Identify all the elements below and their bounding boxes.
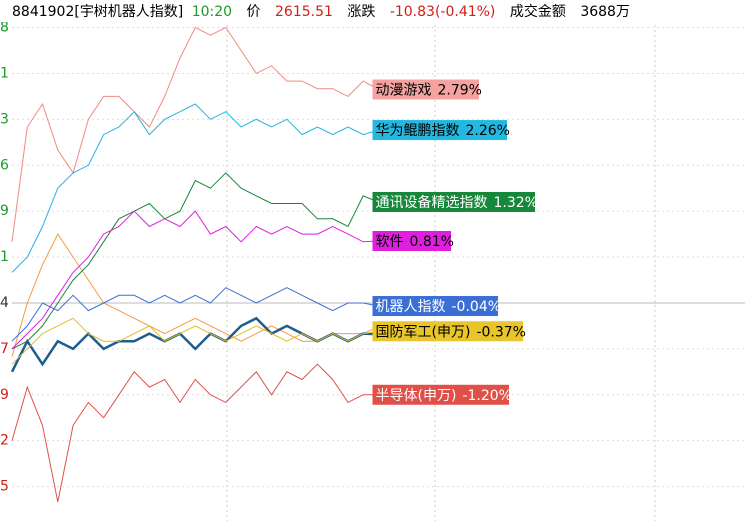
series-line [11,103,379,273]
end-label-bg [372,321,523,342]
price: 2615.51 [275,4,333,20]
series-line [11,317,379,365]
end-label: 动漫游戏 2.79% [372,79,482,100]
series-name: 国防军工(申万) [376,324,471,340]
end-label: 华为鲲鹏指数 2.26% [372,120,510,141]
change-label: 涨跌 [347,4,375,20]
series-name: 通讯设备精选指数 [376,194,488,211]
series-name: 动漫游戏 [376,83,432,99]
y-tick-label: 3 [0,111,9,127]
y-tick-label: 1 [0,65,9,81]
price-label: 价 [247,4,261,20]
value-label: 2.79% [438,83,482,99]
end-label: 机器人指数 -0.04% [372,296,502,317]
change: -10.83(-0.41%) [390,4,496,20]
end-label-text: 动漫游戏 2.79% [376,83,482,99]
header: 8841902[宇树机器人指数] 10:20 价 2615.51 涨跌 -10.… [12,3,630,20]
end-label: 软件 0.81% [372,230,454,251]
y-tick-label: 8 [0,20,9,36]
series-line [11,363,379,502]
y-tick-label: 6 [0,157,9,173]
value-label: 2.26% [466,123,510,139]
header-bg [0,0,745,22]
end-label: 国防军工(申万) -0.37% [372,321,526,342]
lines [10,26,379,502]
y-tick-label: 4 [0,295,9,311]
end-label-bg [372,79,479,100]
labels: 动漫游戏 2.79% 华为鲲鹏指数 2.26% 通讯设备精选指数 1.32% 软件 0.81%… [372,79,538,405]
code: 8841902[宇树机器人指数] [12,4,183,20]
end-label-bg [372,296,499,317]
amount-label: 成交金额 [510,3,566,20]
series-name: 机器人指数 [376,299,446,315]
series-line [11,26,379,242]
time: 10:20 [192,4,232,20]
end-label-text: 国防军工(申万) -0.37% [376,324,526,340]
series-name: 软件 [376,234,404,250]
end-label-text: 半导体(申万) -1.20% [376,388,512,404]
end-label-bg [372,230,451,251]
series-line [11,172,379,350]
end-label-bg [372,384,509,405]
y-tick-label: 9 [0,203,9,219]
value-label: -0.37% [476,324,526,340]
series-line [11,210,379,350]
end-label-bg [372,191,535,212]
y-tick-label: 1 [0,249,9,265]
y-tick-label: 2 [0,433,9,449]
series-line [11,287,379,342]
end-label: 通讯设备精选指数 1.32% [372,191,538,212]
end-label-text: 通讯设备精选指数 1.32% [376,194,538,211]
end-label-bg [372,120,507,141]
series-name: 华为鲲鹏指数 [376,123,460,139]
series-name: 半导体(申万) [376,388,457,404]
value-label: -1.20% [462,388,512,404]
value-label: -0.04% [452,299,502,315]
y-tick-label: 5 [0,479,9,495]
end-label: 半导体(申万) -1.20% [372,384,512,405]
end-label-text: 华为鲲鹏指数 2.26% [376,123,510,139]
value-label: 0.81% [410,234,454,250]
y-tick-label: 7 [0,341,9,357]
value-label: 1.32% [494,195,538,211]
end-label-text: 机器人指数 -0.04% [376,299,502,315]
end-label-text: 软件 0.81% [376,234,454,250]
y-tick-label: 9 [0,387,9,403]
amount: 3688万 [580,4,630,20]
